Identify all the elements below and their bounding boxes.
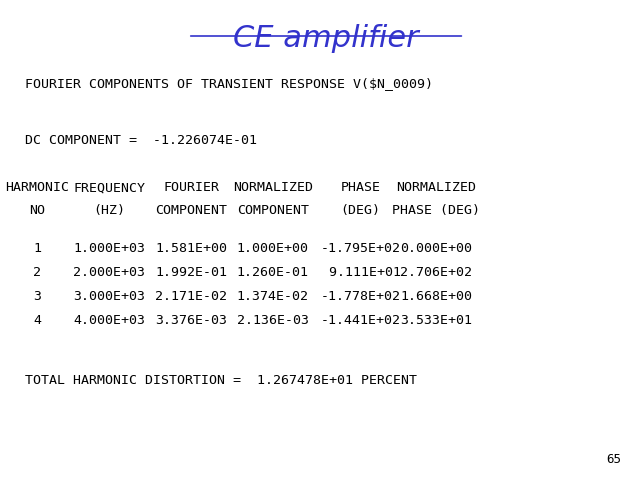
- Text: 0.000E+00: 0.000E+00: [400, 242, 472, 255]
- Text: COMPONENT: COMPONENT: [237, 204, 308, 217]
- Text: (HZ): (HZ): [93, 204, 125, 217]
- Text: COMPONENT: COMPONENT: [155, 204, 227, 217]
- Text: NO: NO: [29, 204, 45, 217]
- Text: NORMALIZED: NORMALIZED: [233, 181, 313, 194]
- Text: 2.000E+03: 2.000E+03: [74, 266, 145, 279]
- Text: 1.581E+00: 1.581E+00: [155, 242, 227, 255]
- Text: 2.136E-03: 2.136E-03: [237, 314, 308, 327]
- Text: 3.376E-03: 3.376E-03: [155, 314, 227, 327]
- Text: (DEG): (DEG): [340, 204, 381, 217]
- Text: NORMALIZED: NORMALIZED: [396, 181, 476, 194]
- Text: TOTAL HARMONIC DISTORTION =  1.267478E+01 PERCENT: TOTAL HARMONIC DISTORTION = 1.267478E+01…: [25, 374, 417, 387]
- Text: 1.000E+03: 1.000E+03: [74, 242, 145, 255]
- Text: HARMONIC: HARMONIC: [5, 181, 69, 194]
- Text: 2.171E-02: 2.171E-02: [155, 290, 227, 303]
- Text: 4.000E+03: 4.000E+03: [74, 314, 145, 327]
- Text: 1.374E-02: 1.374E-02: [237, 290, 308, 303]
- Text: 1.000E+00: 1.000E+00: [237, 242, 308, 255]
- Text: FOURIER: FOURIER: [163, 181, 219, 194]
- Text: 1.668E+00: 1.668E+00: [400, 290, 472, 303]
- Text: PHASE: PHASE: [340, 181, 381, 194]
- Text: 1.992E-01: 1.992E-01: [155, 266, 227, 279]
- Text: FREQUENCY: FREQUENCY: [74, 181, 145, 194]
- Text: PHASE (DEG): PHASE (DEG): [392, 204, 480, 217]
- Text: -1.778E+02: -1.778E+02: [321, 290, 401, 303]
- Text: CE amplifier: CE amplifier: [233, 24, 419, 53]
- Text: FOURIER COMPONENTS OF TRANSIENT RESPONSE V($N_0009): FOURIER COMPONENTS OF TRANSIENT RESPONSE…: [25, 77, 433, 90]
- Text: -1.441E+02: -1.441E+02: [321, 314, 401, 327]
- Text: DC COMPONENT =  -1.226074E-01: DC COMPONENT = -1.226074E-01: [25, 134, 257, 147]
- Text: 3.533E+01: 3.533E+01: [400, 314, 472, 327]
- Text: 9.111E+01: 9.111E+01: [321, 266, 401, 279]
- Text: -1.795E+02: -1.795E+02: [321, 242, 401, 255]
- Text: 1.260E-01: 1.260E-01: [237, 266, 308, 279]
- Text: 3: 3: [33, 290, 41, 303]
- Text: 4: 4: [33, 314, 41, 327]
- Text: 2.706E+02: 2.706E+02: [400, 266, 472, 279]
- Text: 1: 1: [33, 242, 41, 255]
- Text: 65: 65: [606, 453, 621, 466]
- Text: 3.000E+03: 3.000E+03: [74, 290, 145, 303]
- Text: 2: 2: [33, 266, 41, 279]
